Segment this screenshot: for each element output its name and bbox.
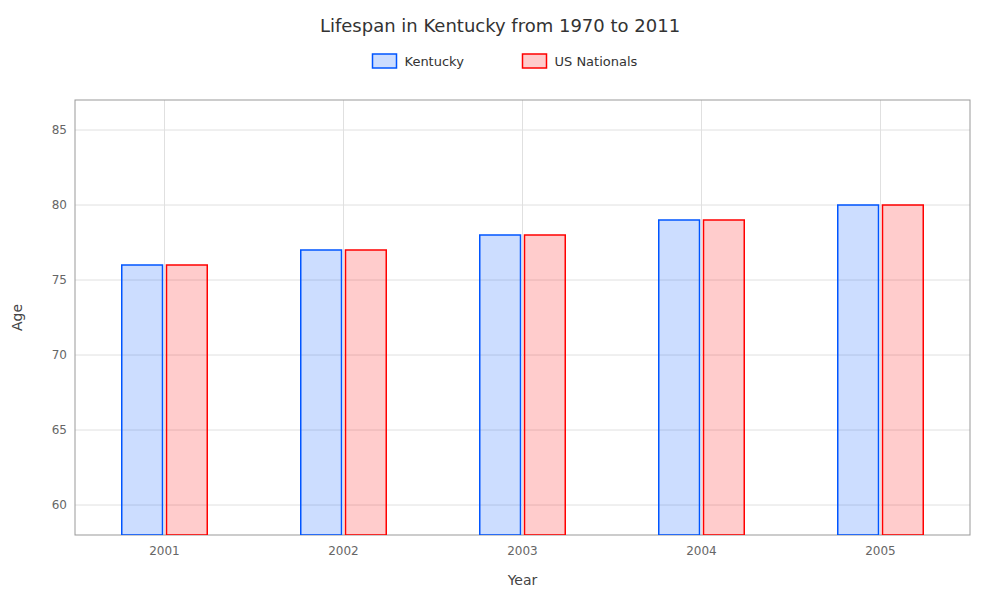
bar [659, 220, 700, 535]
grid [75, 100, 970, 535]
y-tick-label: 70 [52, 348, 67, 362]
legend-label: US Nationals [555, 54, 638, 69]
legend-swatch [373, 54, 397, 68]
y-tick-label: 75 [52, 273, 67, 287]
x-grid-line [343, 100, 344, 535]
y-tick-label: 65 [52, 423, 67, 437]
x-tick-label: 2003 [507, 544, 538, 558]
plot-frame [75, 100, 970, 535]
bar [883, 205, 924, 535]
title: Lifespan in Kentucky from 1970 to 2011 [320, 15, 680, 36]
bar [167, 265, 208, 535]
y-axis-label: Age [9, 304, 25, 331]
y-tick-label: 80 [52, 198, 67, 212]
x-axis-label: Year [507, 572, 538, 588]
legend-swatch [523, 54, 547, 68]
y-tick-label: 85 [52, 123, 67, 137]
x-grid-line [522, 100, 523, 535]
x-grid-line [880, 100, 881, 535]
y-tick-label: 60 [52, 498, 67, 512]
bar [346, 250, 387, 535]
legend: Kentucky US Nationals [373, 54, 638, 69]
chart-container: 60 65 70 75 80 85 2001 2002 2003 2004 2005 Year Age L… [0, 0, 1000, 600]
bar [480, 235, 521, 535]
bar [122, 265, 163, 535]
chart: 60 65 70 75 80 85 2001 2002 2003 2004 2005 Year Age L… [0, 0, 1000, 600]
x-tick-label: 2005 [865, 544, 896, 558]
x-grid-line [701, 100, 702, 535]
x-tick-label: 2002 [328, 544, 359, 558]
bars [122, 205, 924, 535]
bar [525, 235, 566, 535]
bar [704, 220, 745, 535]
legend-label: Kentucky [405, 54, 465, 69]
bar [301, 250, 342, 535]
bar [838, 205, 879, 535]
x-tick-label: 2001 [149, 544, 180, 558]
axes: 60 65 70 75 80 85 2001 2002 2003 2004 2005 [52, 123, 896, 559]
x-grid-line [164, 100, 165, 535]
x-tick-label: 2004 [686, 544, 717, 558]
